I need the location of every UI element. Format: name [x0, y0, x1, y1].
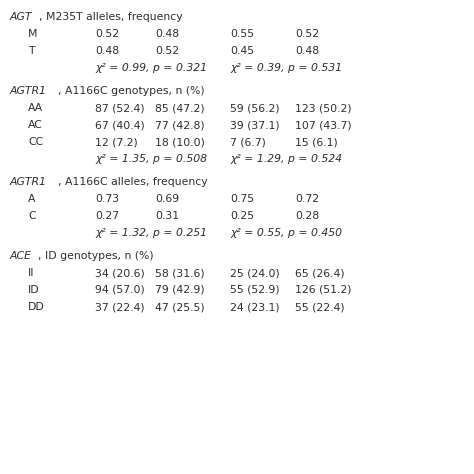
Text: AC: AC: [28, 120, 43, 130]
Text: 107 (43.7): 107 (43.7): [295, 120, 352, 130]
Text: χ² = 0.55, p = 0.450: χ² = 0.55, p = 0.450: [230, 228, 342, 238]
Text: II: II: [28, 268, 35, 278]
Text: 0.69: 0.69: [155, 194, 179, 204]
Text: 15 (6.1): 15 (6.1): [295, 137, 338, 147]
Text: χ² = 0.39, p = 0.531: χ² = 0.39, p = 0.531: [230, 63, 342, 73]
Text: 25 (24.0): 25 (24.0): [230, 268, 280, 278]
Text: , ID genotypes, n (%): , ID genotypes, n (%): [38, 251, 154, 261]
Text: 87 (52.4): 87 (52.4): [95, 103, 145, 113]
Text: 0.52: 0.52: [155, 46, 179, 56]
Text: A: A: [28, 194, 36, 204]
Text: 85 (47.2): 85 (47.2): [155, 103, 205, 113]
Text: 65 (26.4): 65 (26.4): [295, 268, 345, 278]
Text: 0.27: 0.27: [95, 211, 119, 221]
Text: AGT: AGT: [10, 12, 33, 22]
Text: M: M: [28, 29, 37, 39]
Text: , A1166C genotypes, n (%): , A1166C genotypes, n (%): [57, 86, 204, 96]
Text: 0.52: 0.52: [295, 29, 319, 39]
Text: CC: CC: [28, 137, 43, 147]
Text: , A1166C alleles, frequency: , A1166C alleles, frequency: [57, 177, 207, 187]
Text: 0.45: 0.45: [230, 46, 254, 56]
Text: T: T: [28, 46, 35, 56]
Text: ACE: ACE: [10, 251, 32, 261]
Text: 0.48: 0.48: [155, 29, 179, 39]
Text: 12 (7.2): 12 (7.2): [95, 137, 138, 147]
Text: 0.75: 0.75: [230, 194, 254, 204]
Text: 0.48: 0.48: [95, 46, 119, 56]
Text: 77 (42.8): 77 (42.8): [155, 120, 205, 130]
Text: χ² = 1.32, p = 0.251: χ² = 1.32, p = 0.251: [95, 228, 207, 238]
Text: 55 (22.4): 55 (22.4): [295, 302, 345, 312]
Text: 0.31: 0.31: [155, 211, 179, 221]
Text: AA: AA: [28, 103, 43, 113]
Text: χ² = 1.29, p = 0.524: χ² = 1.29, p = 0.524: [230, 154, 342, 164]
Text: 0.73: 0.73: [95, 194, 119, 204]
Text: χ² = 1.35, p = 0.508: χ² = 1.35, p = 0.508: [95, 154, 207, 164]
Text: DD: DD: [28, 302, 45, 312]
Text: 24 (23.1): 24 (23.1): [230, 302, 280, 312]
Text: 34 (20.6): 34 (20.6): [95, 268, 145, 278]
Text: 0.52: 0.52: [95, 29, 119, 39]
Text: 0.55: 0.55: [230, 29, 254, 39]
Text: 123 (50.2): 123 (50.2): [295, 103, 352, 113]
Text: 58 (31.6): 58 (31.6): [155, 268, 205, 278]
Text: 126 (51.2): 126 (51.2): [295, 285, 352, 295]
Text: 67 (40.4): 67 (40.4): [95, 120, 145, 130]
Text: 55 (52.9): 55 (52.9): [230, 285, 280, 295]
Text: ID: ID: [28, 285, 40, 295]
Text: 37 (22.4): 37 (22.4): [95, 302, 145, 312]
Text: 0.28: 0.28: [295, 211, 319, 221]
Text: 39 (37.1): 39 (37.1): [230, 120, 280, 130]
Text: AGTR1: AGTR1: [10, 177, 47, 187]
Text: 18 (10.0): 18 (10.0): [155, 137, 205, 147]
Text: χ² = 0.99, p = 0.321: χ² = 0.99, p = 0.321: [95, 63, 207, 73]
Text: , M235T alleles, frequency: , M235T alleles, frequency: [39, 12, 182, 22]
Text: 0.72: 0.72: [295, 194, 319, 204]
Text: 79 (42.9): 79 (42.9): [155, 285, 205, 295]
Text: 0.25: 0.25: [230, 211, 254, 221]
Text: 94 (57.0): 94 (57.0): [95, 285, 145, 295]
Text: 47 (25.5): 47 (25.5): [155, 302, 205, 312]
Text: 0.48: 0.48: [295, 46, 319, 56]
Text: 59 (56.2): 59 (56.2): [230, 103, 280, 113]
Text: AGTR1: AGTR1: [10, 86, 47, 96]
Text: 7 (6.7): 7 (6.7): [230, 137, 266, 147]
Text: C: C: [28, 211, 36, 221]
